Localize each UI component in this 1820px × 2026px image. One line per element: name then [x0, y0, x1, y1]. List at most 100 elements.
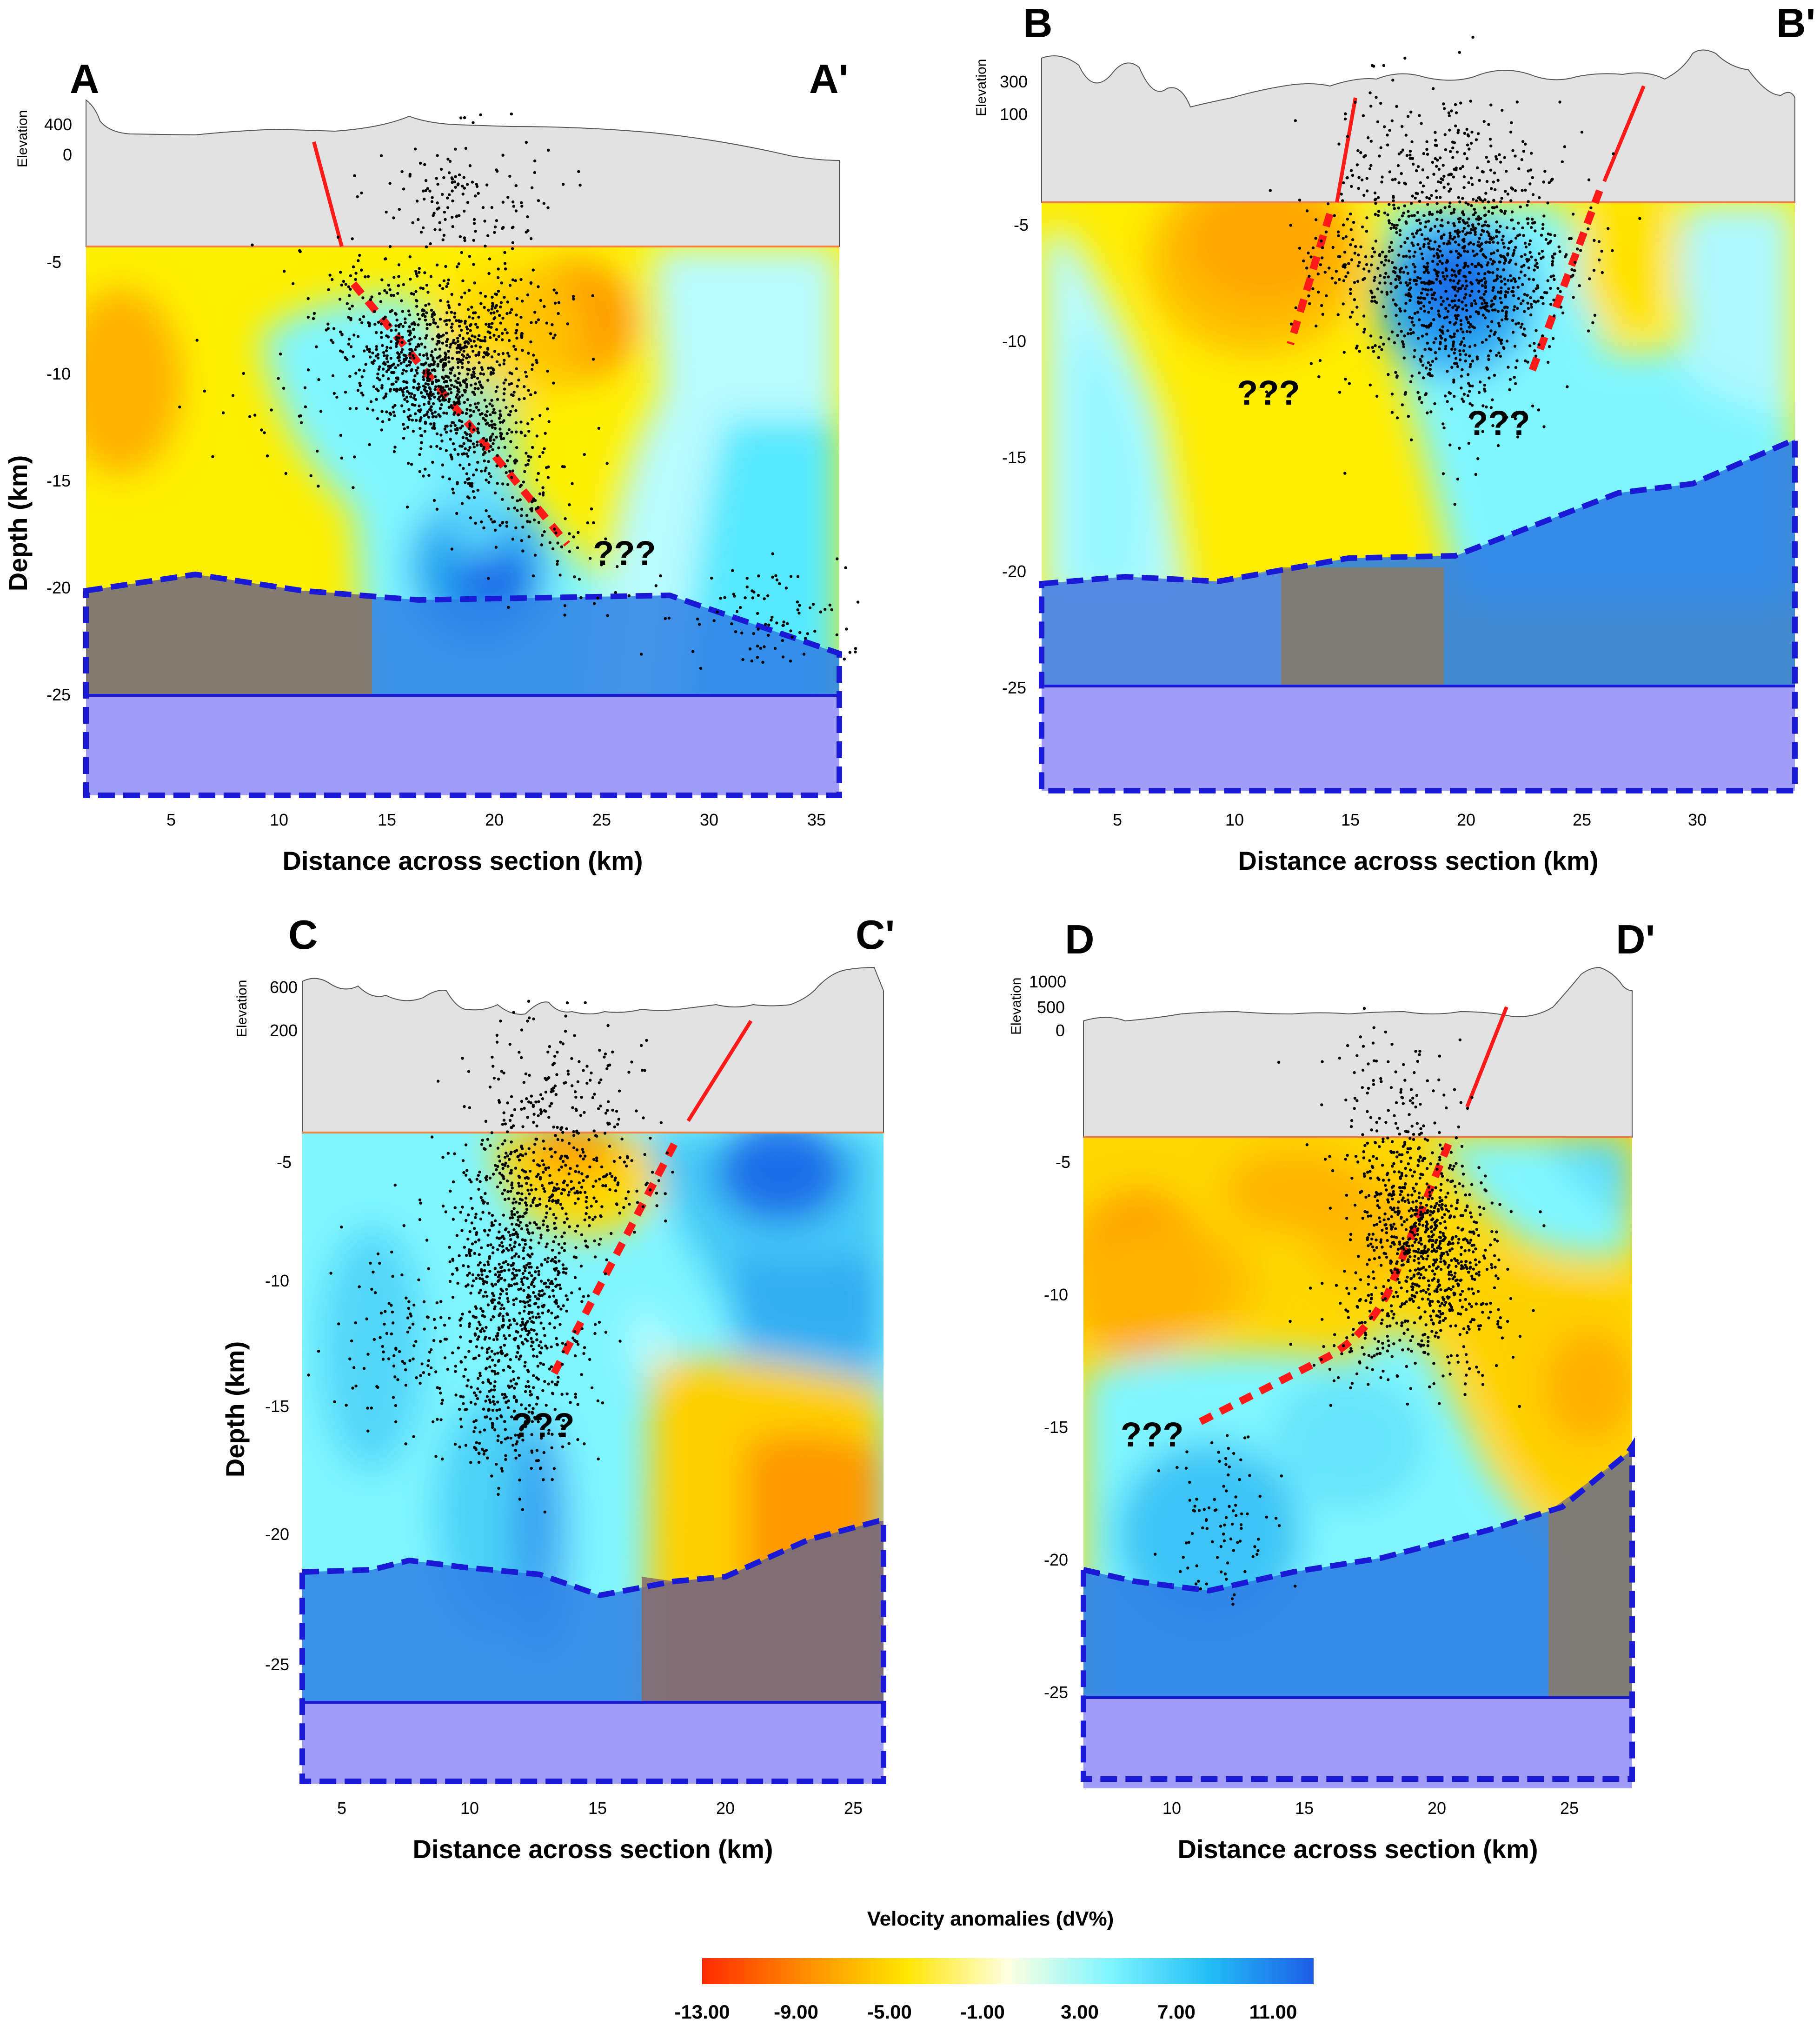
earthquake-dot	[1523, 241, 1527, 245]
earthquake-dot	[392, 1396, 395, 1399]
earthquake-dot	[1403, 393, 1407, 396]
earthquake-dot	[472, 375, 476, 378]
earthquake-dot	[495, 304, 498, 307]
earthquake-dot	[1499, 1326, 1502, 1329]
earthquake-dot	[1451, 146, 1455, 150]
earthquake-dot	[595, 1156, 598, 1160]
earthquake-dot	[1421, 334, 1424, 338]
earthquake-dot	[450, 311, 453, 314]
earthquake-dot	[1496, 179, 1500, 182]
earthquake-dot	[541, 493, 545, 497]
earthquake-dot	[1527, 217, 1530, 220]
earthquake-dot	[441, 1457, 444, 1461]
earthquake-dot	[506, 1297, 510, 1300]
earthquake-dot	[1471, 249, 1475, 253]
earthquake-dot	[1536, 300, 1540, 303]
earthquake-dot	[1438, 1315, 1441, 1319]
earthquake-dot	[479, 1217, 483, 1221]
earthquake-dot	[1384, 259, 1388, 262]
earthquake-dot	[557, 1187, 560, 1190]
earthquake-dot	[504, 1437, 507, 1441]
earthquake-dot	[532, 1151, 536, 1154]
earthquake-dot	[469, 1400, 473, 1404]
earthquake-dot	[362, 369, 365, 373]
earthquake-dot	[1354, 1155, 1358, 1158]
earthquake-dot	[438, 221, 441, 224]
earthquake-dot	[782, 624, 785, 627]
earthquake-dot	[519, 1428, 523, 1432]
earthquake-dot	[465, 383, 469, 386]
earthquake-dot	[1422, 271, 1426, 274]
earthquake-dot	[412, 386, 415, 389]
earthquake-dot	[1349, 243, 1352, 247]
earthquake-dot	[460, 295, 463, 299]
earthquake-dot	[472, 311, 475, 314]
earthquake-dot	[328, 273, 332, 277]
earthquake-dot	[531, 1103, 535, 1107]
earthquake-dot	[560, 1154, 564, 1158]
earthquake-dot	[573, 1276, 577, 1280]
earthquake-dot	[1484, 290, 1488, 293]
earthquake-dot	[425, 334, 428, 337]
earthquake-dot	[1453, 503, 1456, 506]
earthquake-dot	[1464, 261, 1467, 265]
earthquake-dot	[500, 432, 504, 436]
earthquake-dot	[559, 1157, 562, 1160]
earthquake-dot	[531, 186, 534, 189]
earthquake-dot	[556, 1283, 559, 1287]
earthquake-dot	[1399, 1217, 1403, 1220]
earthquake-dot	[1362, 1172, 1366, 1175]
earthquake-dot	[1505, 226, 1509, 229]
earthquake-dot	[1450, 1204, 1453, 1208]
earthquake-dot	[352, 333, 356, 337]
earthquake-dot	[1294, 119, 1297, 122]
earthquake-dot	[1354, 1286, 1357, 1290]
earthquake-dot	[496, 1372, 500, 1375]
earthquake-dot	[549, 332, 552, 335]
earthquake-dot	[412, 293, 415, 296]
earthquake-dot	[1458, 51, 1461, 54]
earthquake-dot	[1454, 285, 1457, 289]
earthquake-dot	[1459, 343, 1462, 346]
earthquake-dot	[1493, 206, 1496, 209]
earthquake-dot	[488, 1337, 492, 1340]
earthquake-dot	[1408, 1168, 1412, 1172]
earthquake-dot	[1512, 308, 1515, 312]
earthquake-dot	[419, 416, 423, 420]
earthquake-dot	[420, 434, 424, 437]
earthquake-dot	[540, 1346, 544, 1350]
earthquake-dot	[480, 366, 484, 369]
earthquake-dot	[440, 403, 443, 407]
earthquake-dot	[1442, 233, 1446, 236]
earthquake-dot	[600, 1165, 604, 1168]
earthquake-dot	[618, 1089, 621, 1093]
earthquake-dot	[352, 265, 355, 268]
earthquake-dot	[488, 323, 491, 326]
earthquake-dot	[1471, 1277, 1474, 1280]
earthquake-dot	[665, 1151, 669, 1155]
earthquake-dot	[1417, 1261, 1421, 1265]
panel-d-surface-fault	[1465, 1006, 1508, 1108]
earthquake-dot	[469, 1461, 472, 1464]
earthquake-dot	[1469, 1320, 1472, 1324]
earthquake-dot	[492, 1298, 496, 1302]
earthquake-dot	[394, 313, 398, 316]
earthquake-dot	[1392, 194, 1395, 198]
earthquake-dot	[1472, 228, 1475, 232]
earthquake-dot	[1319, 263, 1322, 267]
earthquake-dot	[283, 270, 286, 273]
earthquake-dot	[392, 388, 396, 391]
earthquake-dot	[582, 1179, 585, 1182]
earthquake-dot	[437, 385, 440, 388]
earthquake-dot	[453, 1206, 457, 1209]
earthquake-dot	[1500, 286, 1503, 290]
earthquake-dot	[452, 1218, 455, 1221]
earthquake-dot	[415, 274, 419, 278]
earthquake-dot	[1415, 1122, 1419, 1125]
earthquake-dot	[336, 235, 340, 239]
earthquake-dot	[534, 1270, 537, 1273]
earthquake-dot	[1428, 280, 1431, 283]
earthquake-dot	[539, 1340, 543, 1344]
earthquake-dot	[1367, 346, 1370, 349]
earthquake-dot	[477, 1187, 480, 1191]
